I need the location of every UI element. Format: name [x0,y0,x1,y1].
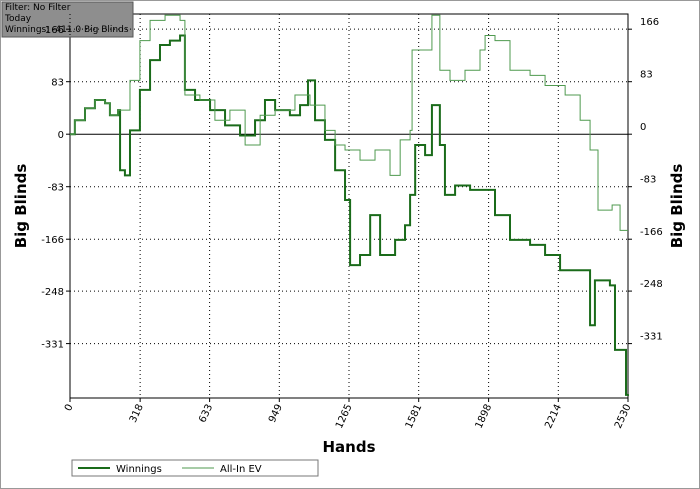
y-tick-label: 83 [51,78,64,89]
legend-label: Winnings [116,464,162,475]
y-axis-label-right: Big Blinds [668,164,686,249]
y2-tick-label: -83 [640,175,656,186]
series-line [70,14,628,231]
y2-tick-label: 0 [640,122,646,133]
y-tick-label: 0 [58,130,64,141]
legend-label: All-In EV [220,464,262,475]
y-tick-label: -331 [41,340,64,351]
filter-box [1,1,134,38]
y2-tick-label: 166 [640,17,659,28]
y-tick-label: 166 [45,25,64,36]
y-axis-label: Big Blinds [12,164,30,249]
x-axis-label: Hands [322,438,375,456]
y2-tick-label: -166 [640,227,663,238]
filter-line: Today [4,14,32,24]
y2-tick-label: 83 [640,70,653,81]
filter-line: Winnings: -411.0 Big Blinds [5,25,129,35]
y2-tick-label: -331 [640,332,663,343]
y-tick-label: -248 [41,287,64,298]
y-tick-label: -166 [41,235,64,246]
y-tick-label: -83 [48,183,64,194]
y2-tick-label: -248 [640,279,663,290]
filter-line: Filter: No Filter [5,3,71,13]
series-line [70,34,629,396]
x-tick-label: 0 [63,403,76,413]
